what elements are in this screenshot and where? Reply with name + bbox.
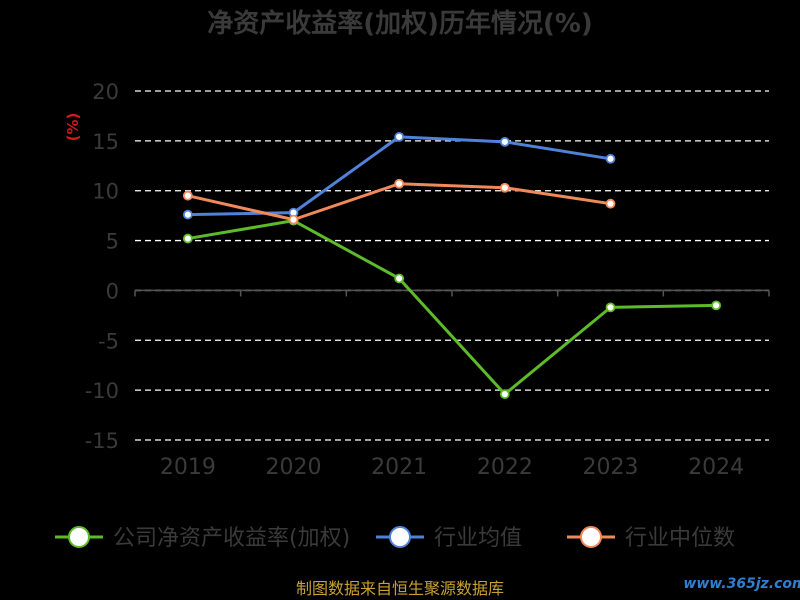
data-point <box>288 214 299 225</box>
x-tick-label: 2020 <box>266 455 322 480</box>
y-tick-label: 10 <box>92 180 119 204</box>
data-point <box>605 153 616 164</box>
y-tick-label: -15 <box>85 429 119 453</box>
x-tick-label: 2024 <box>688 455 744 480</box>
y-tick-label: -10 <box>85 379 119 403</box>
data-point <box>499 389 510 400</box>
series-lines <box>182 131 722 400</box>
data-point <box>605 198 616 209</box>
y-axis-unit-label: (%) <box>64 113 82 142</box>
gridlines <box>135 90 769 441</box>
data-point <box>394 178 405 189</box>
data-source-note: 制图数据来自恒生聚源数据库 <box>296 579 504 598</box>
chart-title: 净资产收益率(加权)历年情况(%) <box>207 8 593 39</box>
data-point <box>499 136 510 147</box>
data-point <box>394 273 405 284</box>
legend-swatch-marker <box>580 526 602 548</box>
data-point <box>605 302 616 313</box>
series-line-0 <box>187 219 717 396</box>
y-tick-label: 20 <box>92 80 119 104</box>
data-point <box>182 233 193 244</box>
legend-swatch-marker <box>389 526 411 548</box>
legend-swatch-marker <box>68 526 90 548</box>
data-point <box>499 182 510 193</box>
x-tick-labels: 2019 2020 2021 2022 2023 2024 <box>160 455 744 480</box>
data-point <box>182 190 193 201</box>
legend-item-0[interactable]: 公司净资产收益率(加权) <box>55 526 350 551</box>
y-tick-label: 0 <box>106 279 119 303</box>
data-point <box>711 300 722 311</box>
data-point <box>394 131 405 142</box>
x-tick-label: 2019 <box>160 455 216 480</box>
x-tick-label: 2021 <box>371 455 427 480</box>
series-line-1 <box>187 135 611 217</box>
legend-label: 公司净资产收益率(加权) <box>113 526 350 551</box>
axes <box>134 289 770 297</box>
legend-item-1[interactable]: 行业均值 <box>376 526 522 551</box>
data-point <box>182 209 193 220</box>
y-tick-label: -5 <box>98 329 119 353</box>
watermark: www.365jz.com <box>683 576 800 592</box>
y-tick-label: 15 <box>92 130 119 154</box>
legend[interactable]: 公司净资产收益率(加权) 行业均值 行业中位数 <box>55 526 735 551</box>
y-tick-labels: 20 15 10 5 0 -5 -10 -15 <box>85 80 119 453</box>
x-tick-label: 2023 <box>583 455 639 480</box>
y-tick-label: 5 <box>106 230 119 254</box>
legend-item-2[interactable]: 行业中位数 <box>567 526 735 551</box>
legend-label: 行业中位数 <box>625 526 735 551</box>
x-tick-label: 2022 <box>477 455 533 480</box>
legend-label: 行业均值 <box>434 526 522 551</box>
